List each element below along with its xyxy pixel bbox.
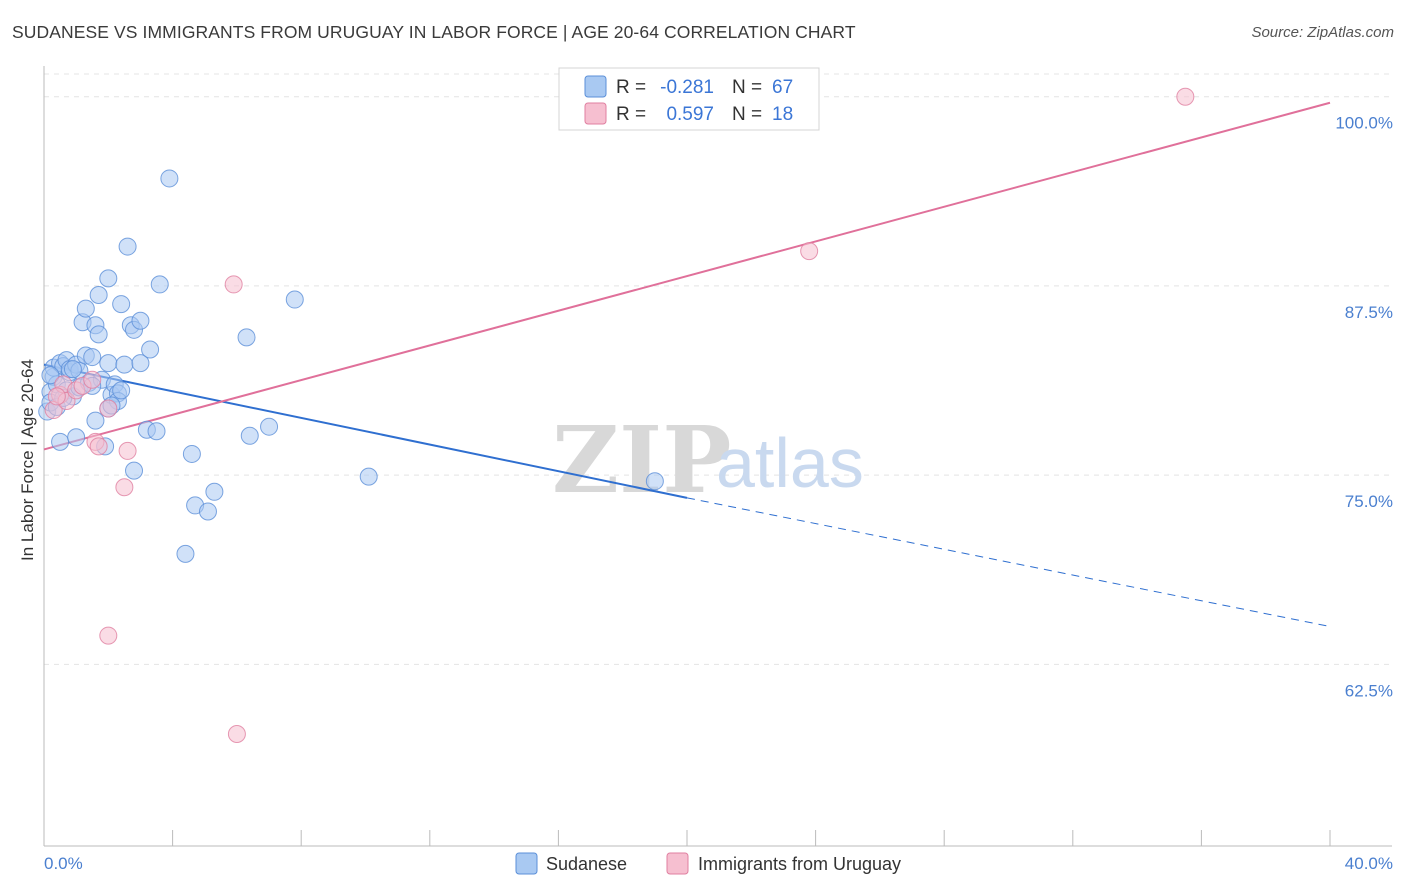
point-sudanese [237,328,256,347]
trendline-sudanese-extension [686,497,1331,628]
point-sudanese [359,467,378,486]
y-tick-label: 75.0% [1345,492,1393,511]
point-sudanese [99,269,118,288]
point-sudanese [76,299,95,318]
point-sudanese [131,354,150,373]
point-sudanese [182,444,201,463]
point-sudanese [63,360,82,379]
series-legend-swatch-sudanese [515,852,538,875]
point-uruguay [83,370,102,389]
series-legend-swatch-uruguay [666,852,689,875]
legend-n-value-uruguay: 18 [772,104,793,125]
point-sudanese [115,355,134,374]
point-uruguay [99,399,118,418]
data-points [38,87,1195,743]
source-credit: Source: ZipAtlas.com [1251,24,1394,41]
point-sudanese [645,472,664,491]
point-sudanese [285,290,304,309]
point-sudanese [41,366,60,385]
point-sudanese [260,417,279,436]
legend-r-value-sudanese: -0.281 [660,77,714,98]
legend-r-label-uruguay: R = [616,104,646,125]
series-legend: Sudanese Immigrants from Uruguay [515,852,901,875]
trendline-sudanese [43,363,688,499]
watermark-zip: ZIP [552,406,731,514]
gridlines [44,73,1392,665]
point-uruguay [800,242,819,261]
y-tick-label: 62.5% [1345,681,1393,700]
point-sudanese [89,286,108,305]
point-sudanese [160,169,179,188]
legend-swatch-sudanese [584,75,607,98]
point-sudanese [176,544,195,563]
point-sudanese [89,325,108,344]
y-tick-label: 87.5% [1345,303,1393,322]
legend-swatch-uruguay [584,102,607,125]
y-tick-labels: 62.5% 75.0% 87.5% 100.0% [1335,114,1393,701]
trendlines [43,101,1331,628]
series-legend-label-uruguay: Immigrants from Uruguay [698,854,901,874]
legend-n-label-sudanese: N = [732,77,762,98]
point-uruguay [89,437,108,456]
point-uruguay [227,724,246,743]
point-sudanese [99,354,118,373]
point-uruguay [1176,87,1195,106]
point-uruguay [224,275,243,294]
point-sudanese [150,275,169,294]
watermark: ZIP atlas [552,406,864,514]
point-uruguay [118,441,137,460]
legend-r-label-sudanese: R = [616,77,646,98]
stats-legend: R = -0.281 N = 67 R = 0.597 N = 18 [558,67,820,131]
point-sudanese [240,426,259,445]
point-uruguay [47,387,66,406]
point-sudanese [147,422,166,441]
point-sudanese [86,411,105,430]
x-tick-label-min: 0.0% [44,854,83,873]
y-tick-label: 100.0% [1335,114,1393,133]
trendline-uruguay [43,101,1331,451]
point-sudanese [112,381,131,400]
watermark-atlas: atlas [716,424,864,502]
point-sudanese [51,432,70,451]
point-sudanese [141,340,160,359]
point-sudanese [198,502,217,521]
x-tick-labels: 0.0% 40.0% [44,854,1393,873]
chart-title: SUDANESE VS IMMIGRANTS FROM URUGUAY IN L… [12,22,856,42]
point-uruguay [115,478,134,497]
point-sudanese [118,237,137,256]
axes [43,66,1392,847]
series-legend-label-sudanese: Sudanese [546,854,627,874]
point-sudanese [131,311,150,330]
legend-n-label-uruguay: N = [732,104,762,125]
point-sudanese [112,295,131,314]
legend-n-value-sudanese: 67 [772,77,793,98]
point-sudanese [125,461,144,480]
point-sudanese [205,482,224,501]
x-tick-label-max: 40.0% [1345,854,1393,873]
point-uruguay [99,626,118,645]
point-sudanese [83,348,102,367]
point-sudanese [67,428,86,447]
legend-r-value-uruguay: 0.597 [666,104,714,125]
